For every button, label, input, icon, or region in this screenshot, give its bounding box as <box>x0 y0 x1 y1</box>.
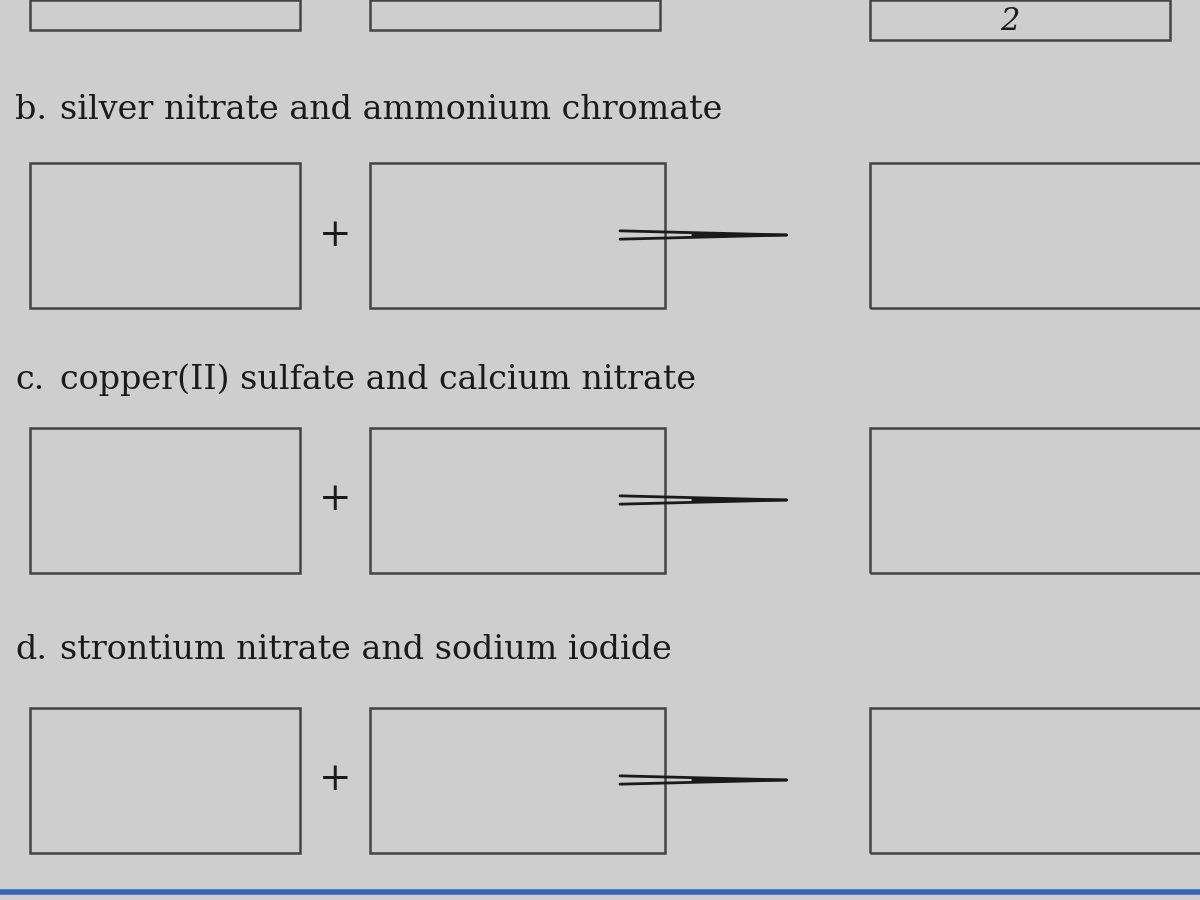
Text: 2: 2 <box>1001 6 1020 38</box>
Bar <box>30 707 300 852</box>
Bar <box>870 707 1200 852</box>
Bar <box>370 428 665 572</box>
Bar <box>30 0 300 30</box>
Text: +: + <box>319 217 352 254</box>
Bar <box>370 0 660 30</box>
Bar <box>30 163 300 308</box>
Bar <box>370 707 665 852</box>
Text: copper(II) sulfate and calcium nitrate: copper(II) sulfate and calcium nitrate <box>60 364 696 396</box>
Text: strontium nitrate and sodium iodide: strontium nitrate and sodium iodide <box>60 634 672 666</box>
Text: +: + <box>319 761 352 798</box>
Text: d.: d. <box>14 634 47 666</box>
Text: c.: c. <box>14 364 44 396</box>
Bar <box>870 0 1170 40</box>
Bar <box>370 163 665 308</box>
Text: b.: b. <box>14 94 47 126</box>
Text: silver nitrate and ammonium chromate: silver nitrate and ammonium chromate <box>60 94 722 126</box>
Bar <box>30 428 300 572</box>
Bar <box>870 428 1200 572</box>
Text: +: + <box>319 482 352 518</box>
Bar <box>870 163 1200 308</box>
